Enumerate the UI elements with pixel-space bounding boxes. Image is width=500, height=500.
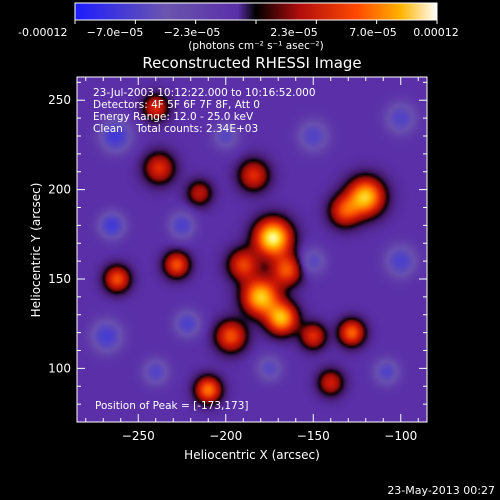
annotation-detectors: Detectors: 4F 5F 6F 7F 8F, Att 0 bbox=[93, 99, 260, 111]
y-tick-label-3: 250 bbox=[48, 93, 71, 107]
plot-frame bbox=[76, 76, 428, 423]
colorbar-ticks bbox=[74, 20, 438, 24]
x-tick-label-3: −100 bbox=[384, 429, 417, 443]
y-tick-label-1: 150 bbox=[48, 272, 71, 286]
x-tick-label-0: −250 bbox=[122, 429, 155, 443]
colorbar: -0.00012 −7.0e−05 −2.3e−05 2.3e−05 7.0e−… bbox=[18, 2, 459, 52]
heatmap-image bbox=[77, 77, 427, 422]
x-axis-label: Heliocentric X (arcsec) bbox=[184, 448, 320, 462]
colorbar-tick-label-1: −7.0e−05 bbox=[87, 26, 144, 39]
chart-title: Reconstructed RHESSI Image bbox=[142, 54, 361, 72]
y-tick-label-0: 100 bbox=[48, 361, 71, 375]
annotation-clean-counts: Clean Total counts: 2.34E+03 bbox=[93, 123, 258, 135]
heatmap-plot bbox=[77, 77, 427, 422]
x-tick-label-2: −150 bbox=[297, 429, 330, 443]
y-tick-label-2: 200 bbox=[48, 183, 71, 197]
peak-position-label: Position of Peak = [-173,173] bbox=[95, 400, 249, 412]
colorbar-tick-label-5: 0.00012 bbox=[413, 26, 459, 39]
footer-date: 23-May-2013 00:27 bbox=[387, 484, 495, 497]
colorbar-gradient bbox=[74, 2, 438, 21]
y-axis-label: Heliocentric Y (arcsec) bbox=[29, 183, 43, 318]
colorbar-tick-label-0: -0.00012 bbox=[18, 26, 67, 39]
colorbar-tick-label-4: 7.0e−05 bbox=[349, 26, 396, 39]
colorbar-tick-label-2: −2.3e−05 bbox=[164, 26, 221, 39]
info-annotations: 23-Jul-2003 10:12:22.000 to 10:16:52.000… bbox=[93, 87, 316, 135]
x-tick-label-1: −200 bbox=[209, 429, 242, 443]
annotation-energy-range: Energy Range: 12.0 - 25.0 keV bbox=[93, 111, 254, 123]
colorbar-tick-label-3: 2.3e−05 bbox=[270, 26, 317, 39]
axis-ticks: −250 −200 −150 −100 100 150 200 250 bbox=[48, 77, 427, 443]
annotation-time-range: 23-Jul-2003 10:12:22.000 to 10:16:52.000 bbox=[93, 87, 316, 99]
colorbar-unit-label: (photons cm⁻² s⁻¹ asec⁻²) bbox=[188, 40, 323, 52]
